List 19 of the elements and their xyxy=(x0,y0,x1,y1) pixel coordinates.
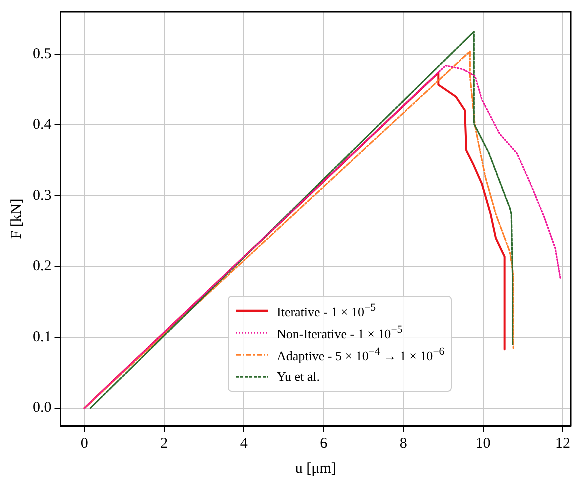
x-tick-label: 4 xyxy=(240,436,248,452)
legend-label: Iterative - 1 × 10$^{−5}$ xyxy=(277,302,376,320)
y-axis-title: F [kN] xyxy=(8,198,25,240)
x-tick-label: 8 xyxy=(400,436,408,452)
y-tick-label: 0.1 xyxy=(33,329,52,346)
y-tick-label: 0.5 xyxy=(33,46,52,62)
x-tick-label: 12 xyxy=(556,436,571,452)
y-tick-label: 0.4 xyxy=(33,117,52,134)
x-tick-label: 0 xyxy=(80,436,88,452)
legend-label: Adaptive - 5 × 10$^{−4}$ → 1 × 10$^{−6}$ xyxy=(277,346,445,364)
x-tick-label: 2 xyxy=(160,436,168,452)
y-tick-label: 0.3 xyxy=(33,188,52,204)
legend-label: Yu et al. xyxy=(277,369,320,385)
x-tick-label: 10 xyxy=(476,436,491,452)
x-axis-title: u [μm] xyxy=(295,460,336,477)
y-tick-label: 0.0 xyxy=(33,400,52,416)
x-tick-label: 6 xyxy=(320,436,328,452)
legend-label: Non-Iterative - 1 × 10$^{−5}$ xyxy=(277,324,403,342)
y-tick-label: 0.2 xyxy=(33,258,52,275)
